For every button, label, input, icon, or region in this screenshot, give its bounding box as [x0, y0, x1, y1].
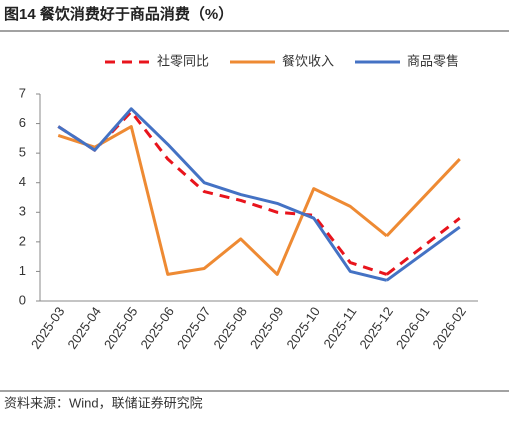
- x-tick-label: 2025-04: [64, 304, 104, 352]
- x-tick-label: 2025-08: [210, 304, 250, 352]
- x-tick-label: 2025-03: [28, 304, 68, 352]
- source: 资料来源：Wind，联储证券研究院: [4, 395, 203, 410]
- y-tick-label: 0: [19, 292, 26, 307]
- y-tick-label: 6: [19, 115, 26, 130]
- y-tick-label: 4: [19, 174, 26, 189]
- y-tick-label: 5: [19, 145, 26, 160]
- y-tick-label: 1: [19, 263, 26, 278]
- x-tick-label: 2026-02: [429, 304, 469, 352]
- series-line: [57, 125, 388, 276]
- gap-connector: [385, 225, 461, 282]
- chart-title: 图14 餐饮消费好于商品消费（%）: [4, 5, 233, 23]
- x-tick-label: 2025-06: [137, 304, 177, 352]
- gap-connector: [385, 217, 461, 276]
- y-tick-label: 3: [19, 204, 26, 219]
- series-line: [57, 107, 388, 282]
- x-tick-label: 2025-07: [174, 304, 214, 352]
- y-tick-label: 2: [19, 233, 26, 248]
- legend-label: 餐饮收入: [282, 53, 334, 68]
- x-tick-label: 2025-05: [101, 304, 141, 352]
- legend-label: 社零同比: [157, 53, 209, 68]
- x-tick-label: 2025-12: [356, 304, 396, 352]
- x-tick-label: 2025-09: [247, 304, 287, 352]
- legend-label: 商品零售: [407, 53, 459, 68]
- x-tick-label: 2026-01: [393, 304, 433, 352]
- gap-connector: [385, 158, 461, 237]
- x-tick-label: 2025-10: [283, 304, 323, 352]
- x-tick-label: 2025-11: [320, 304, 359, 351]
- y-tick-label: 7: [19, 85, 26, 100]
